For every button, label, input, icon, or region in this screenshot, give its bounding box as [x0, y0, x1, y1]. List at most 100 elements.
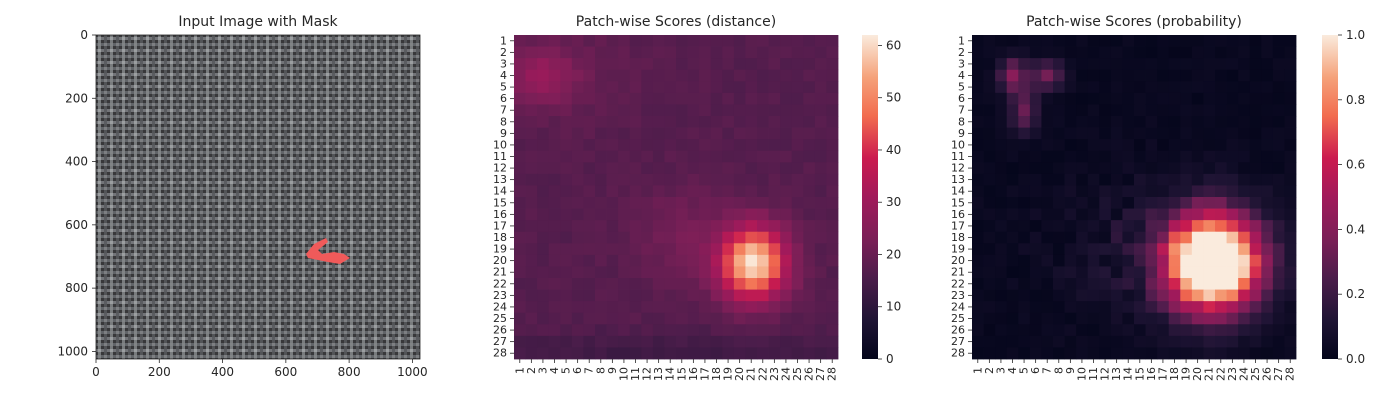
- heatmap-cell: [1203, 347, 1216, 360]
- heatmap-cell: [606, 185, 619, 198]
- heatmap-cell: [710, 266, 723, 279]
- heatmap-cell: [1180, 185, 1193, 198]
- y-tick-label: 27: [951, 335, 965, 348]
- x-tick-label: 18: [1168, 367, 1181, 381]
- heatmap-cell: [814, 46, 827, 59]
- heatmap-cell: [1215, 69, 1227, 82]
- heatmap-cell: [803, 312, 816, 325]
- heatmap-cell: [1272, 243, 1285, 256]
- heatmap-cell: [1238, 35, 1251, 47]
- heatmap-cell: [1191, 162, 1204, 175]
- heatmap-cell: [1226, 243, 1239, 256]
- heatmap-cell: [548, 173, 561, 186]
- heatmap-cell: [791, 92, 804, 105]
- heatmap-cell: [1261, 58, 1274, 71]
- heatmap-cell: [1087, 254, 1100, 267]
- heatmap-cell: [525, 335, 538, 348]
- heatmap-cell: [1226, 58, 1239, 71]
- heatmap-cell: [803, 69, 816, 82]
- heatmap-cell: [525, 197, 538, 209]
- heatmap-cell: [1041, 185, 1054, 198]
- heatmap-cell: [548, 58, 561, 71]
- heatmap-cell: [652, 69, 665, 82]
- heatmap-cell: [733, 35, 746, 47]
- heatmap-cell: [1180, 278, 1193, 290]
- heatmap-cell: [972, 243, 984, 256]
- heatmap-cell: [525, 208, 538, 221]
- heatmap-cell: [1157, 116, 1170, 128]
- heatmap-cell: [1029, 150, 1042, 163]
- heatmap-cell: [560, 278, 573, 290]
- heatmap-cell: [1041, 81, 1054, 94]
- heatmap-cell: [1180, 289, 1193, 302]
- heatmap-cell: [676, 312, 688, 325]
- heatmap-cell: [733, 197, 746, 209]
- heatmap-cell: [1018, 347, 1031, 360]
- heatmap-cell: [1168, 81, 1181, 94]
- y-tick-label: 26: [493, 324, 507, 337]
- heatmap-cell: [745, 312, 758, 325]
- heatmap-cell: [791, 335, 804, 348]
- heatmap-cell: [972, 116, 984, 128]
- heatmap-cell: [629, 69, 642, 82]
- heatmap-cell: [814, 92, 827, 105]
- y-tick-label: 22: [951, 277, 965, 290]
- heatmap-cell: [525, 162, 538, 175]
- heatmap-cell: [1203, 197, 1216, 209]
- heatmap-cell: [1087, 278, 1100, 290]
- heatmap-cell: [983, 335, 996, 348]
- heatmap-cell: [972, 289, 984, 302]
- heatmap-cell: [595, 127, 607, 140]
- heatmap-cell: [1215, 312, 1227, 325]
- heatmap-cell: [733, 289, 746, 302]
- heatmap-cell: [1168, 278, 1181, 290]
- heatmap-cell: [687, 92, 700, 105]
- heatmap-cell: [595, 266, 607, 279]
- heatmap-cell: [995, 127, 1008, 140]
- heatmap-cell: [571, 162, 584, 175]
- heatmap-cell: [618, 139, 631, 152]
- heatmap-cell: [1191, 289, 1204, 302]
- heatmap-cell: [745, 278, 758, 290]
- heatmap-cell: [699, 116, 712, 128]
- heatmap-cell: [768, 104, 781, 117]
- heatmap-cell: [1053, 220, 1065, 233]
- heatmap-cell: [629, 278, 642, 290]
- heatmap-cell: [1110, 208, 1123, 221]
- heatmap-cell: [1099, 197, 1112, 209]
- heatmap-cell: [1099, 220, 1112, 233]
- heatmap-cell: [803, 35, 816, 47]
- heatmap-cell: [1041, 150, 1054, 163]
- heatmap-cell: [733, 92, 746, 105]
- x-tick-label: 23: [768, 367, 781, 381]
- heatmap-cell: [1087, 301, 1100, 314]
- heatmap-cell: [1018, 278, 1031, 290]
- heatmap-cell: [560, 197, 573, 209]
- heatmap-cell: [1226, 139, 1239, 152]
- heatmap-cell: [560, 243, 573, 256]
- heatmap-cell: [699, 150, 712, 163]
- heatmap-cell: [618, 278, 631, 290]
- heatmap-cell: [583, 347, 596, 360]
- heatmap-cell: [641, 46, 654, 59]
- heatmap-cell: [1249, 335, 1262, 348]
- heatmap-cell: [1053, 116, 1065, 128]
- y-tick-label: 9: [958, 127, 965, 140]
- colorbar-tick-label: 60: [886, 38, 901, 52]
- heatmap-cell: [1284, 35, 1297, 47]
- heatmap-cell: [1168, 162, 1181, 175]
- heatmap-cell: [1064, 150, 1077, 163]
- heatmap-cell: [803, 335, 816, 348]
- x-tick-label: 15: [1133, 367, 1146, 381]
- heatmap-cell: [814, 347, 827, 360]
- heatmap-cell: [664, 220, 677, 233]
- heatmap-cell: [1284, 46, 1297, 59]
- heatmap-cell: [1029, 312, 1042, 325]
- heatmap-cell: [757, 243, 769, 256]
- heatmap-cell: [1110, 231, 1123, 244]
- heatmap-cell: [826, 69, 839, 82]
- heatmap-cell: [1041, 266, 1054, 279]
- heatmap-cell: [1226, 92, 1239, 105]
- heatmap-cell: [595, 220, 607, 233]
- heatmap-cell: [1180, 35, 1193, 47]
